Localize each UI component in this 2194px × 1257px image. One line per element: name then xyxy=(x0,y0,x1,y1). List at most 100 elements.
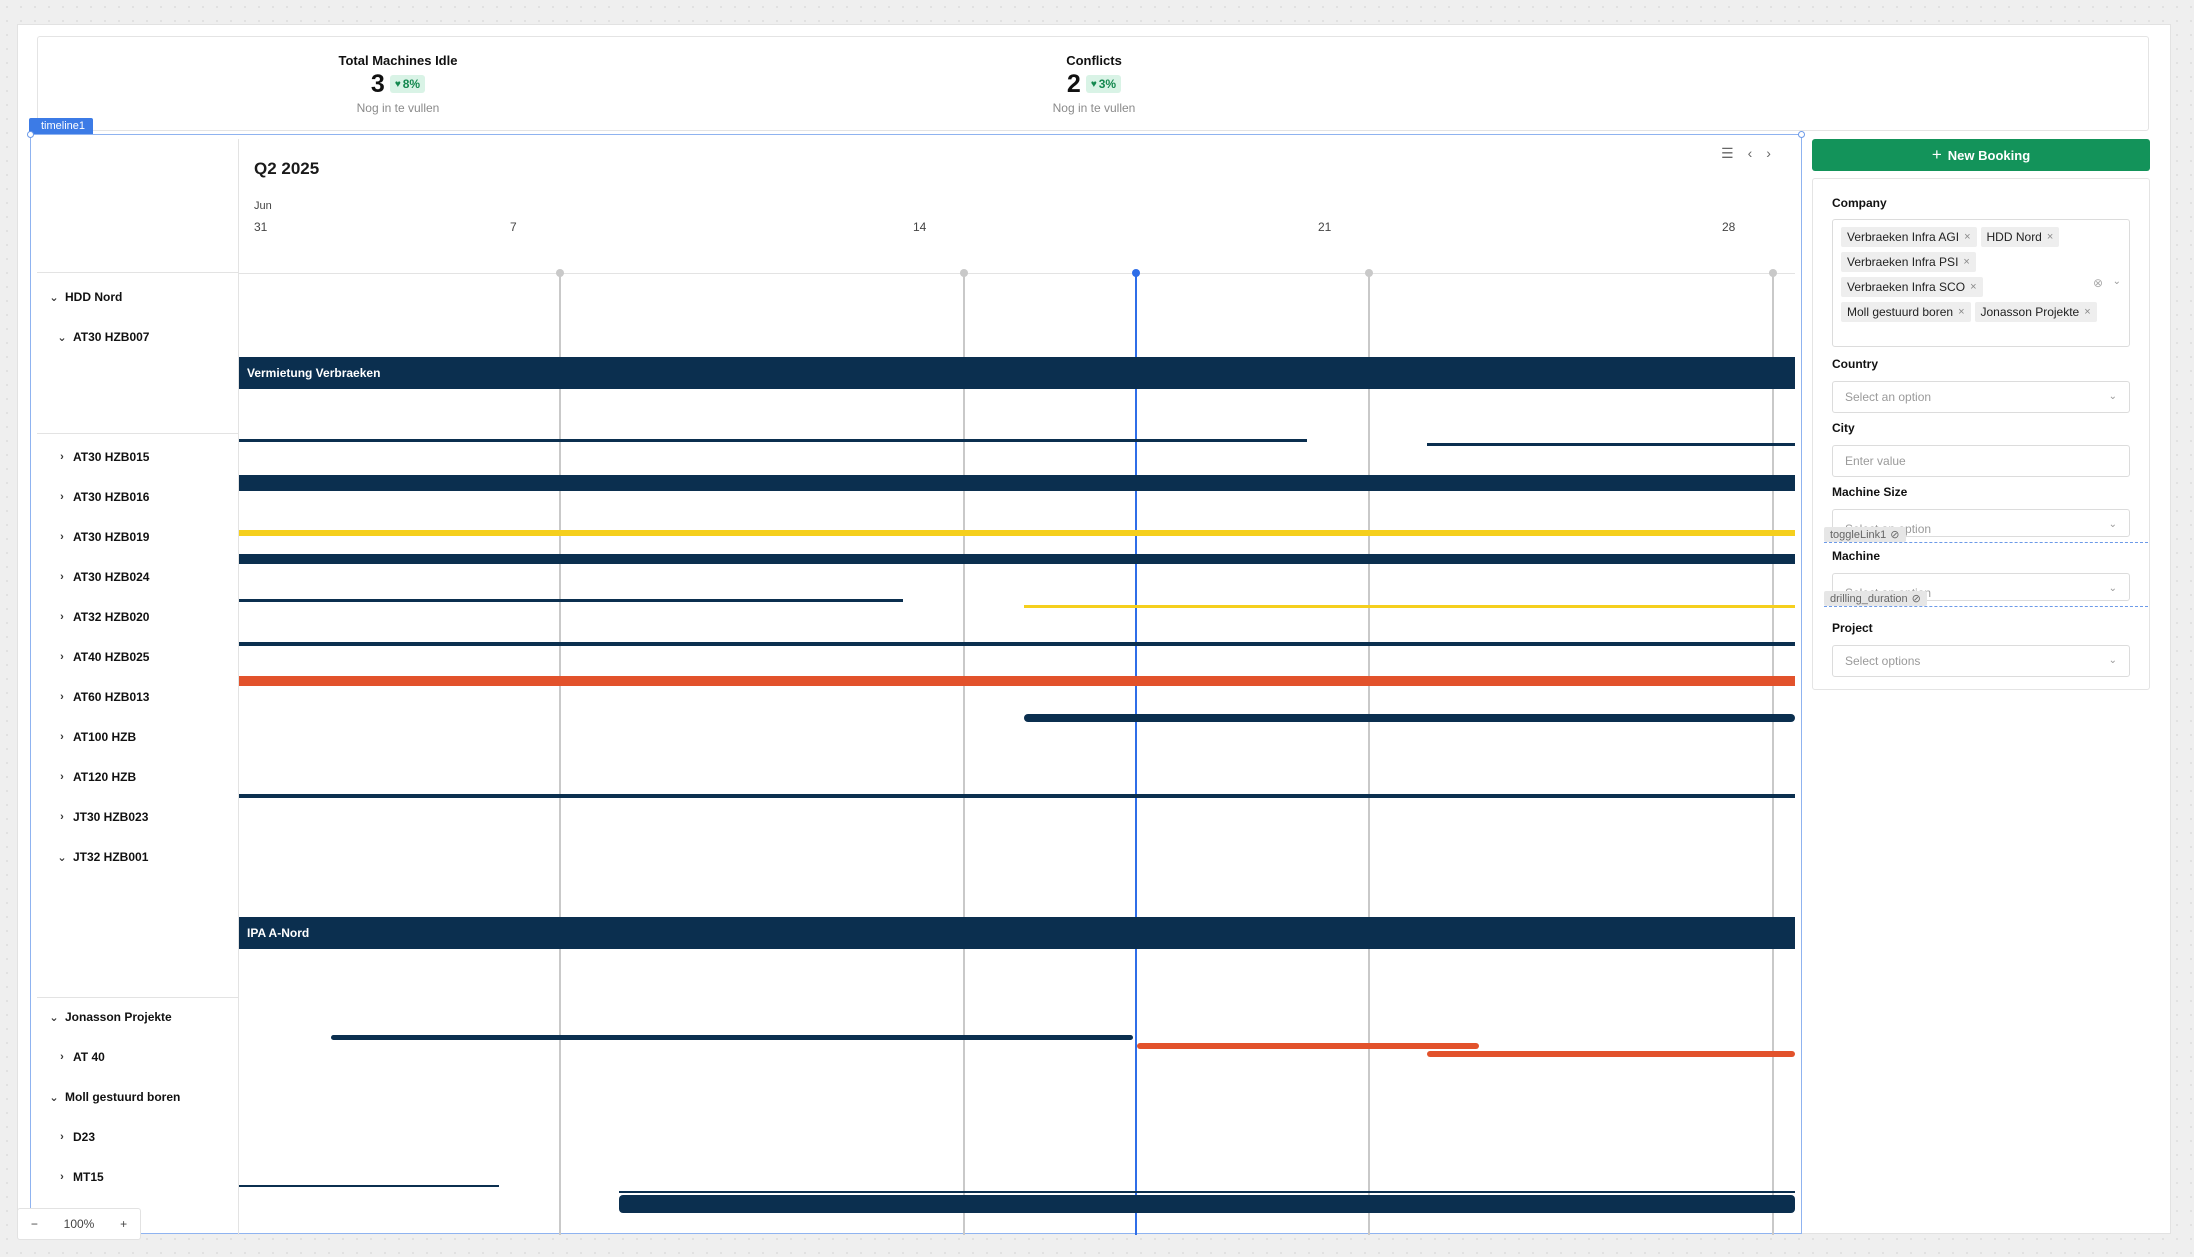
close-icon[interactable]: × xyxy=(1963,256,1970,268)
chevron-right-icon[interactable]: › xyxy=(60,771,64,783)
city-label: City xyxy=(1832,421,1855,435)
booking-track[interactable] xyxy=(1024,714,1795,722)
chevron-down-icon[interactable]: ⌄ xyxy=(57,851,67,864)
chevron-left-icon[interactable]: ‹ xyxy=(1747,145,1753,161)
resize-handle[interactable] xyxy=(27,131,34,138)
ghost-component-tag[interactable]: toggleLink1 ⊘ xyxy=(1824,527,1906,542)
chevron-down-icon[interactable]: ⌄ xyxy=(49,1091,59,1104)
close-icon[interactable]: × xyxy=(2084,306,2091,318)
tree-row[interactable]: ⌄ AT30 HZB007 xyxy=(57,330,149,344)
grid-line xyxy=(1368,273,1370,1235)
tree-row[interactable]: › AT30 HZB015 xyxy=(57,450,149,464)
resize-handle[interactable] xyxy=(1798,131,1805,138)
company-chip: HDD Nord × xyxy=(1980,227,2060,247)
chevron-down-icon[interactable]: ⌄ xyxy=(49,291,59,304)
today-line xyxy=(1135,273,1137,1235)
booking-track[interactable] xyxy=(239,439,1307,442)
tree-row[interactable]: ⌄ HDD Nord xyxy=(49,290,122,304)
booking-track[interactable] xyxy=(239,530,1795,536)
chevron-right-icon[interactable]: › xyxy=(60,571,64,583)
booking-track[interactable] xyxy=(239,599,903,602)
tree-row[interactable]: › MT15 xyxy=(57,1170,104,1184)
tree-row[interactable]: › AT30 HZB016 xyxy=(57,490,149,504)
chevron-down-icon: ⌄ xyxy=(2108,655,2117,666)
company-multiselect[interactable]: Verbraeken Infra AGI × HDD Nord × Verbraeken… xyxy=(1832,219,2130,347)
booking-track[interactable] xyxy=(239,676,1795,686)
booking-track[interactable] xyxy=(331,1035,1133,1040)
plus-icon: + xyxy=(1931,145,1942,164)
tree-row[interactable]: › JT30 HZB023 xyxy=(57,810,148,824)
tree-row[interactable]: › AT30 HZB019 xyxy=(57,530,149,544)
chevron-right-icon[interactable]: › xyxy=(60,1051,64,1063)
chevron-right-icon[interactable]: › xyxy=(60,691,64,703)
chevron-right-icon[interactable]: › xyxy=(60,451,64,463)
booking-track[interactable] xyxy=(1137,1043,1479,1049)
company-chip-label: Verbraeken Infra PSI xyxy=(1847,255,1959,269)
booking-bar[interactable]: Vermietung Verbraeken xyxy=(239,357,1795,389)
booking-track[interactable] xyxy=(239,1185,499,1187)
tree-row[interactable]: › AT120 HZB xyxy=(57,770,136,784)
close-icon[interactable]: × xyxy=(2046,231,2054,243)
clear-icon[interactable]: ⊗ xyxy=(2092,276,2103,290)
stat-delta-badge: ♥ 8% xyxy=(389,75,426,93)
tree-row[interactable]: › AT30 HZB024 xyxy=(57,570,149,584)
list-icon[interactable]: ☰ xyxy=(1721,145,1734,161)
chevron-right-icon[interactable]: › xyxy=(60,531,64,543)
tree-row[interactable]: ⌄ Jonasson Projekte xyxy=(49,1010,171,1024)
booking-track[interactable] xyxy=(239,794,1795,798)
booking-track[interactable] xyxy=(1024,605,1795,608)
ghost-tag-label: drilling_duration xyxy=(1830,592,1908,605)
chevron-right-icon[interactable]: › xyxy=(60,731,64,743)
component-tag[interactable]: timeline1 xyxy=(29,118,94,134)
project-label: Project xyxy=(1832,621,1873,635)
booking-bar-label: Vermietung Verbraeken xyxy=(247,366,381,380)
chevron-right-icon[interactable]: › xyxy=(1766,145,1771,161)
chevron-right-icon[interactable]: › xyxy=(60,491,64,503)
close-icon[interactable]: × xyxy=(1970,281,1977,293)
booking-bar[interactable]: IPA A-Nord xyxy=(239,917,1795,949)
tree-row[interactable]: › AT100 HZB xyxy=(57,730,136,744)
zoom-out-button[interactable]: − xyxy=(30,1217,38,1231)
eye-off-icon: ⊘ xyxy=(1890,529,1900,541)
tree-row[interactable]: › AT 40 xyxy=(57,1050,105,1064)
country-select[interactable]: Select an option ⌄ xyxy=(1832,381,2130,413)
chevron-right-icon[interactable]: › xyxy=(60,1131,64,1143)
city-placeholder: Enter value xyxy=(1845,454,1906,468)
close-icon[interactable]: × xyxy=(1958,306,1965,318)
tree-row[interactable]: › D23 xyxy=(57,1130,95,1144)
tree-row-label: AT30 HZB016 xyxy=(73,490,150,504)
chevron-right-icon[interactable]: › xyxy=(60,811,64,823)
zoom-in-button[interactable]: + xyxy=(120,1217,128,1231)
tree-row[interactable]: ⌄ Moll gestuurd boren xyxy=(49,1090,180,1104)
tree-row[interactable]: ⌄ JT32 HZB001 xyxy=(57,850,148,864)
chevron-right-icon[interactable]: › xyxy=(60,1171,64,1183)
grid-dot xyxy=(1769,269,1777,277)
close-icon[interactable]: × xyxy=(1964,231,1971,243)
tree-row[interactable]: › AT40 HZB025 xyxy=(57,650,149,664)
tree-row-label: AT40 HZB025 xyxy=(73,650,150,664)
booking-track[interactable] xyxy=(619,1195,1795,1213)
booking-track[interactable] xyxy=(239,475,1795,491)
chevron-down-icon[interactable]: ⌄ xyxy=(2112,276,2121,287)
new-booking-label: New Booking xyxy=(1947,147,2031,163)
city-input[interactable]: Enter value xyxy=(1832,445,2130,477)
heart-icon: ♥ xyxy=(394,78,401,90)
booking-track[interactable] xyxy=(239,642,1795,646)
booking-track[interactable] xyxy=(1427,443,1795,446)
tree-row[interactable]: › AT60 HZB013 xyxy=(57,690,149,704)
chevron-right-icon[interactable]: › xyxy=(60,611,64,623)
booking-bar-label: IPA A-Nord xyxy=(247,926,310,940)
booking-track[interactable] xyxy=(619,1191,1795,1193)
chevron-right-icon[interactable]: › xyxy=(60,651,64,663)
project-select[interactable]: Select options ⌄ xyxy=(1832,645,2130,677)
stat-conflicts: Conflicts 2 ♥ 3% Nog in te vullen xyxy=(944,53,1244,115)
chevron-down-icon[interactable]: ⌄ xyxy=(49,1011,59,1024)
booking-track[interactable] xyxy=(1427,1051,1795,1057)
country-placeholder: Select an option xyxy=(1845,390,1932,404)
tree-row[interactable]: › AT32 HZB020 xyxy=(57,610,149,624)
ghost-component-tag[interactable]: drilling_duration ⊘ xyxy=(1824,591,1927,606)
chevron-down-icon[interactable]: ⌄ xyxy=(57,331,67,344)
booking-track[interactable] xyxy=(239,554,1795,564)
timeline[interactable]: ⌄ HDD Nord ⌄ AT30 HZB007 › AT30 HZB015 › AT30 H… xyxy=(27,131,1805,1235)
new-booking-button[interactable]: + New Booking xyxy=(1812,139,2150,171)
